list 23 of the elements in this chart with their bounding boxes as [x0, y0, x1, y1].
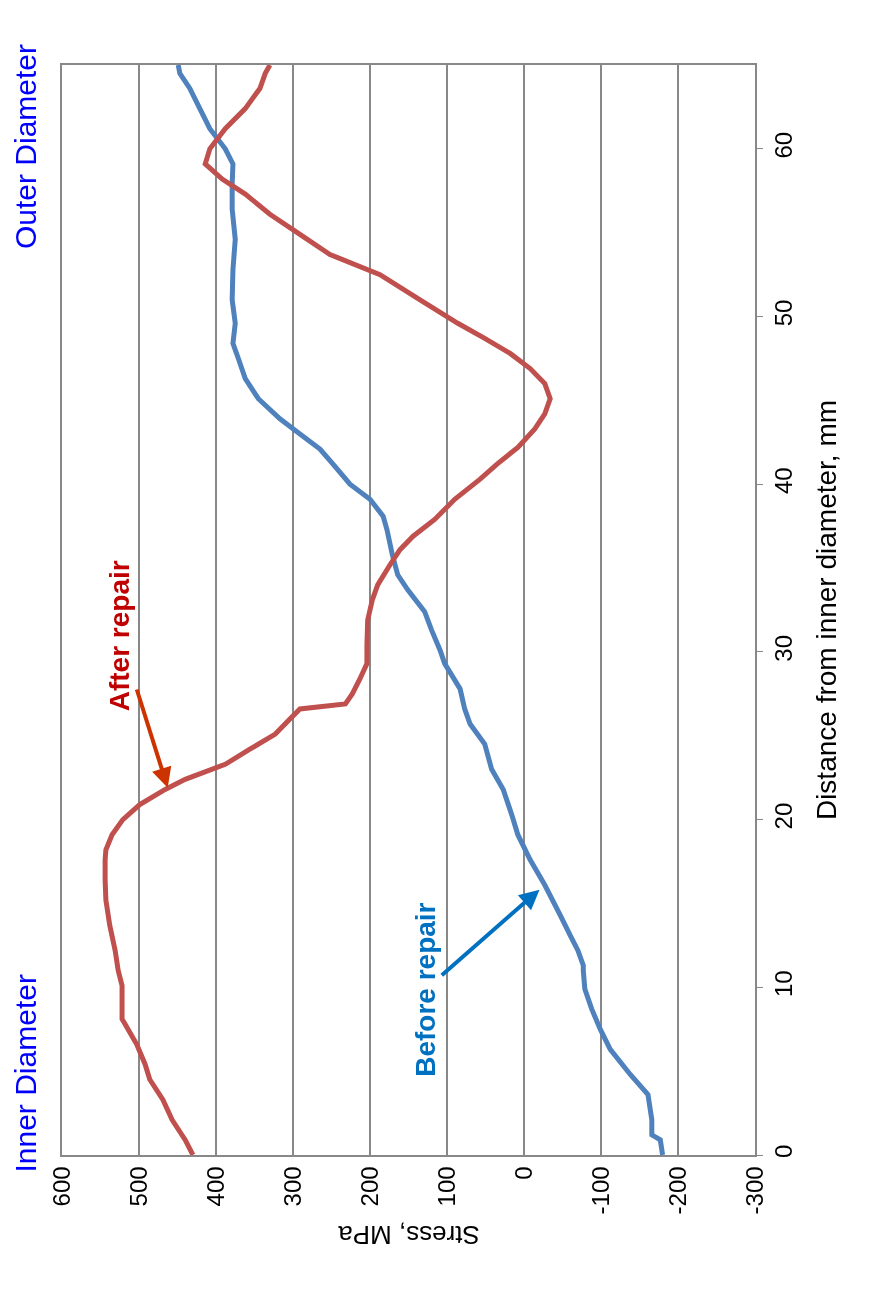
- x-tick-label: -300: [740, 1166, 768, 1215]
- y-tick-label: 10: [769, 970, 797, 998]
- y-tick-label: 60: [769, 131, 797, 159]
- y-tick-label: 0: [769, 1144, 797, 1159]
- y-tick-label: 30: [769, 634, 797, 662]
- text: Inner Diameter: [9, 974, 43, 1173]
- x-tick-label: 100: [432, 1166, 460, 1207]
- y-tick-label: 40: [769, 467, 797, 494]
- annotation: Before repair: [409, 902, 441, 1077]
- text: Outer Diameter: [8, 43, 42, 250]
- x-tick-label: 600: [47, 1166, 75, 1207]
- y-axis-title: Distance from inner diameter, mm: [810, 399, 842, 821]
- y-tick-label: 20: [769, 802, 797, 830]
- x-tick-label: 200: [355, 1166, 383, 1207]
- x-tick-label: -100: [586, 1166, 614, 1215]
- annotation: After repair: [104, 560, 136, 712]
- x-tick-label: 0: [509, 1166, 537, 1180]
- x-tick-label: -200: [663, 1166, 691, 1215]
- x-tick-label: 400: [201, 1166, 229, 1207]
- x-tick-label: 300: [278, 1166, 306, 1207]
- x-tick-label: 500: [124, 1166, 152, 1207]
- y-tick-label: 50: [769, 299, 797, 327]
- x-axis-title: Stress, MPa: [337, 1219, 480, 1250]
